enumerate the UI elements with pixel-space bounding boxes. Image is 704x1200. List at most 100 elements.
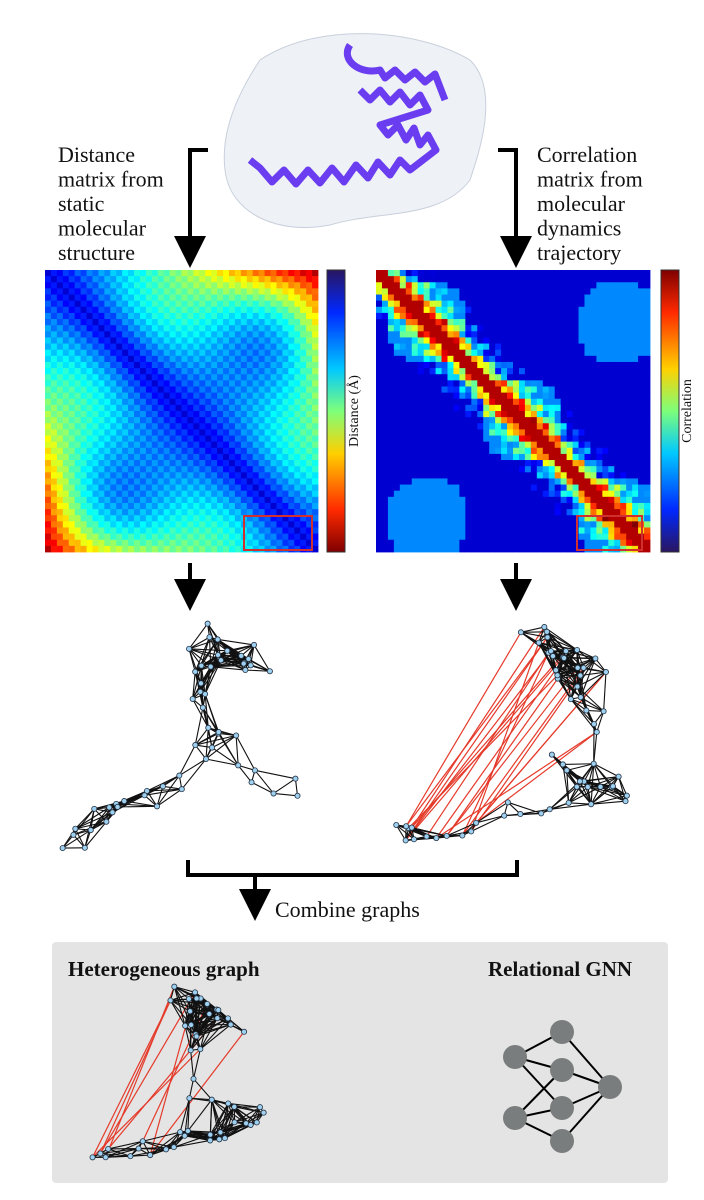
heatmap-cell [435, 466, 442, 473]
heatmap-cell [459, 294, 466, 302]
heatmap-cell [465, 539, 472, 547]
heatmap-cell [234, 312, 242, 320]
heatmap-cell [228, 300, 236, 308]
heatmap-cell [560, 343, 568, 351]
heatmap-cell [134, 453, 141, 461]
heatmap-cell [223, 386, 230, 394]
heatmap-cell [417, 441, 425, 449]
heatmap-cell [471, 441, 478, 449]
heatmap-cell [104, 282, 111, 289]
heatmap-cell [288, 374, 295, 381]
heatmap-cell [387, 539, 395, 547]
heatmap-cell [423, 386, 431, 394]
heatmap-cell [632, 502, 639, 510]
heatmap-cell [453, 484, 460, 492]
heatmap-cell [638, 496, 645, 504]
heatmap-cell [110, 343, 117, 351]
heatmap-cell [417, 398, 425, 406]
edge [549, 802, 569, 810]
heatmap-cell [223, 337, 230, 344]
heatmap-cell [258, 411, 265, 418]
heatmap-cell [638, 343, 645, 351]
heatmap-cell [393, 466, 401, 473]
heatmap-cell [381, 502, 389, 510]
heatmap-cell [98, 361, 105, 369]
heatmap-cell [199, 521, 206, 528]
heatmap-cell [441, 355, 448, 363]
heatmap-cell [530, 355, 538, 363]
heatmap-cell [223, 472, 230, 479]
heatmap-cell [459, 496, 466, 504]
heatmap-cell [405, 478, 413, 485]
heatmap-cell [62, 502, 70, 510]
heatmap-cell [68, 496, 76, 504]
heatmap-cell [507, 355, 514, 363]
heatmap-cell [110, 349, 117, 357]
heatmap-cell [417, 423, 425, 430]
heatmap-cell [626, 270, 633, 277]
heatmap-cell [447, 435, 454, 443]
heatmap-cell [477, 417, 484, 424]
heatmap-cell [453, 533, 460, 541]
heatmap-cell [86, 319, 93, 326]
edge [200, 665, 204, 708]
node [121, 798, 128, 805]
heatmap-cell [393, 368, 401, 375]
heatmap-cell [536, 361, 544, 369]
heatmap-cell [145, 380, 153, 387]
heatmap-cell [258, 380, 265, 387]
heatmap-cell [590, 466, 597, 473]
heatmap-cell [489, 380, 496, 387]
heatmap-cell [282, 429, 289, 436]
heatmap-cell [399, 466, 407, 473]
heatmap-cell [145, 453, 153, 461]
edge [235, 735, 239, 766]
heatmap-cell [199, 386, 206, 394]
heatmap-cell [288, 343, 295, 351]
heatmap-cell [483, 502, 490, 510]
heatmap-cell [45, 392, 52, 400]
heatmap-cell [501, 337, 508, 344]
heatmap-cell [312, 484, 319, 492]
heatmap-cell [465, 355, 472, 363]
heatmap-cell [300, 447, 307, 455]
heatmap-cell [68, 288, 76, 295]
heatmap-cell [240, 374, 248, 381]
heatmap-cell [128, 337, 135, 344]
heatmap-cell [501, 521, 508, 528]
heatmap-cell [199, 319, 206, 326]
heatmap-cell [459, 331, 466, 338]
heatmap-cell [459, 374, 466, 381]
heatmap-cell [288, 478, 295, 485]
heatmap-cell [572, 386, 579, 394]
heatmap-cell [572, 441, 579, 449]
heatmap-cell [411, 466, 419, 473]
heatmap-cell [98, 539, 105, 547]
heatmap-cell [513, 453, 520, 461]
heatmap-cell [447, 398, 454, 406]
heatmap-cell [74, 478, 82, 485]
heatmap-cell [495, 429, 502, 436]
heatmap-cell [246, 404, 254, 412]
heatmap-cell [282, 515, 289, 522]
heatmap-cell [223, 441, 230, 449]
heatmap-cell [584, 294, 591, 302]
heatmap-cell [163, 539, 171, 547]
heatmap-cell [507, 447, 514, 455]
heatmap-cell [518, 527, 526, 535]
heatmap-cell [157, 472, 165, 479]
heatmap-cell [104, 533, 111, 541]
heatmap-cell [134, 496, 141, 504]
heatmap-cell [524, 386, 532, 394]
heatmap-cell [187, 435, 194, 443]
heatmap-cell [80, 509, 87, 516]
heatmap-cell [548, 539, 556, 547]
heatmap-cell [453, 411, 460, 418]
heatmap-cell [477, 319, 484, 326]
heatmap-cell [399, 331, 407, 338]
edge [188, 648, 202, 684]
heatmap-cell [139, 319, 147, 326]
heatmap-cell [441, 441, 448, 449]
heatmap-cell [489, 398, 496, 406]
heatmap-cell [62, 312, 70, 320]
